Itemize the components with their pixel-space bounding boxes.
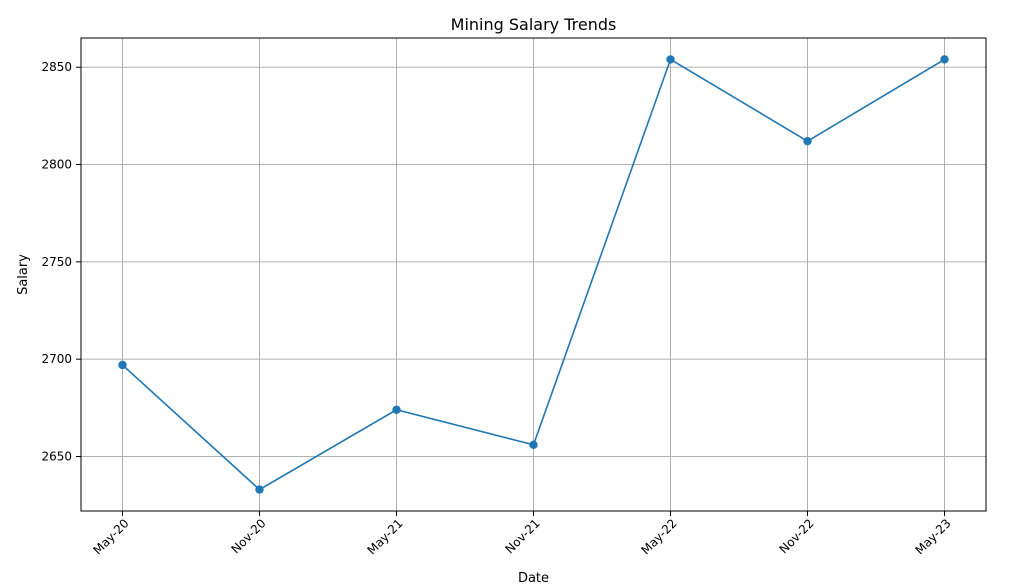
- x-tick-label: Nov-20: [229, 516, 269, 556]
- data-point: [392, 405, 401, 414]
- x-tick-label: May-22: [638, 516, 679, 557]
- y-tick-label: 2700: [41, 352, 72, 366]
- data-point: [529, 440, 538, 450]
- series-layer: [118, 55, 949, 494]
- data-point: [940, 55, 949, 64]
- y-tick-label: 2650: [41, 449, 72, 463]
- data-point: [666, 55, 675, 64]
- x-tick-label: May-21: [364, 516, 405, 557]
- x-axis-label: Date: [518, 571, 549, 586]
- data-point: [118, 360, 127, 370]
- data-point: [255, 485, 264, 494]
- data-point: [803, 136, 812, 146]
- x-tick-label: Nov-22: [777, 516, 817, 556]
- x-tick-label: Nov-21: [503, 516, 543, 556]
- y-axis-label: Salary: [16, 254, 31, 295]
- grid-layer: [81, 38, 986, 511]
- y-tick-label: 2750: [41, 255, 72, 269]
- y-tick-label: 2850: [41, 60, 72, 74]
- plot-frame: [80, 37, 987, 512]
- y-tick-label: 2800: [41, 158, 72, 172]
- x-tick-label: May-23: [912, 516, 953, 557]
- chart-title: Mining Salary Trends: [451, 15, 617, 34]
- x-tick-label: May-20: [90, 516, 131, 557]
